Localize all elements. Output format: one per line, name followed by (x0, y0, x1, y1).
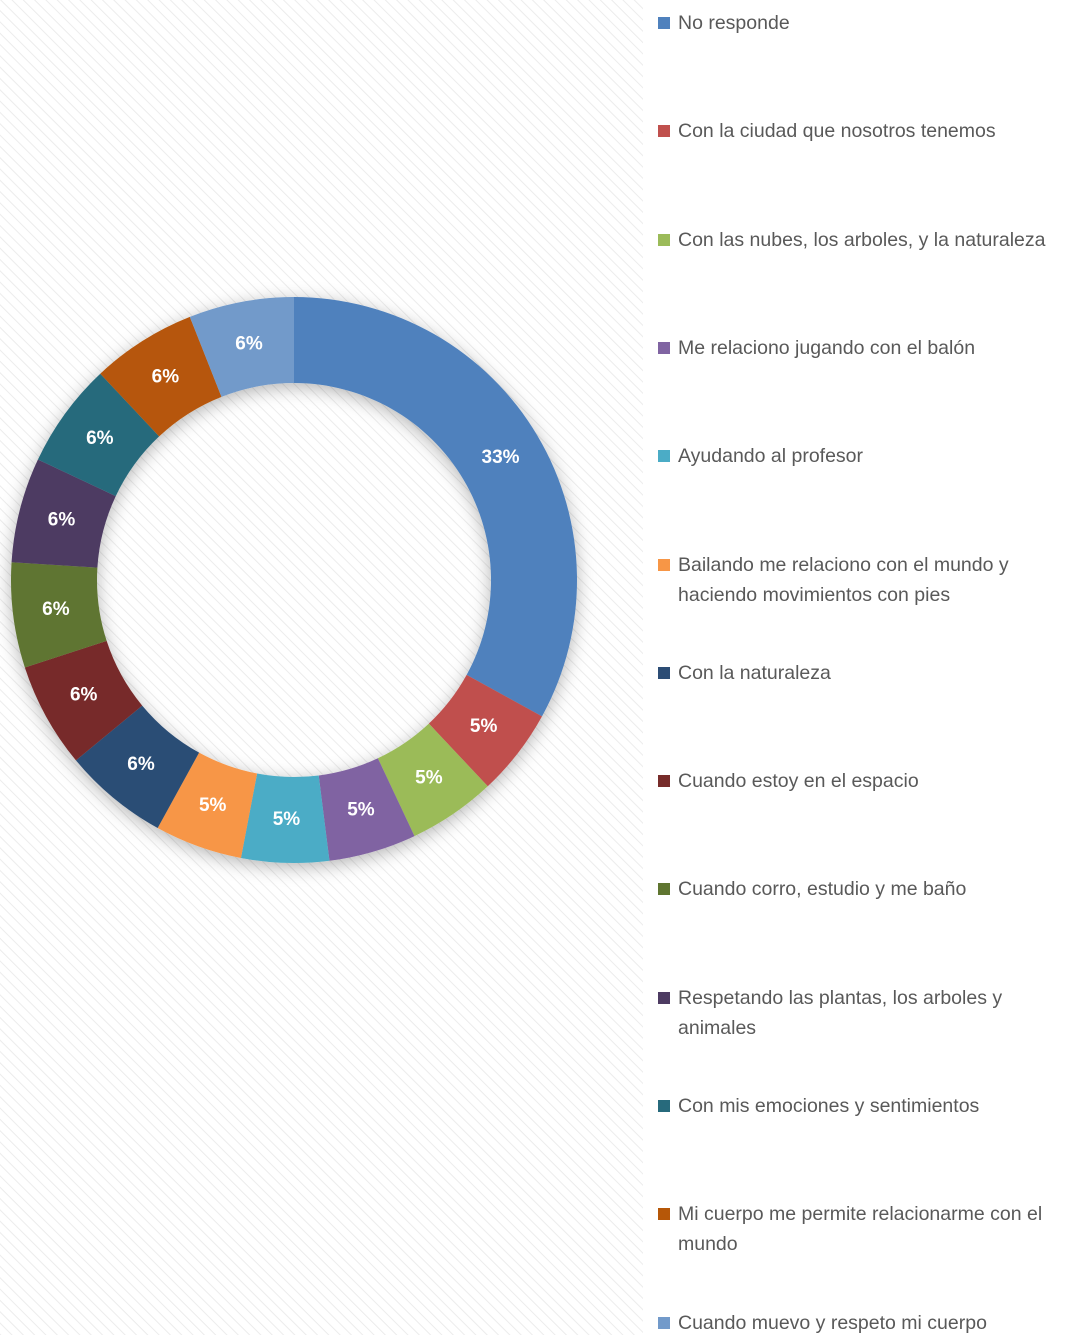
legend-label: No responde (678, 12, 790, 34)
legend-item: Respetando las plantas, los arboles y an… (658, 983, 1082, 1043)
legend-label: Con la ciudad que nosotros tenemos (678, 120, 996, 143)
slice (100, 316, 222, 437)
legend-swatch (658, 558, 670, 571)
data-label: 6% (86, 428, 114, 449)
data-label: 5% (199, 795, 227, 816)
data-label: 6% (70, 685, 98, 706)
legend-swatch (658, 1208, 670, 1221)
legend-label: Con mis emociones y sentimientos (678, 1095, 980, 1117)
data-label: 33% (482, 447, 520, 468)
legend-item: Cuando muevo y respeto mi cuerpo (658, 1308, 1082, 1338)
slice (294, 297, 577, 717)
legend-item: Con la ciudad que nosotros tenemos (658, 116, 1082, 146)
legend-swatch (658, 17, 670, 29)
slice (240, 773, 330, 863)
data-label: 6% (42, 599, 70, 620)
legend-label: Con la naturaleza (678, 661, 831, 684)
legend-item: Ayudando al profesor (658, 441, 1082, 471)
legend-swatch (658, 666, 670, 679)
legend-item: Cuando corro, estudio y me baño (658, 874, 1082, 904)
legend-swatch (658, 125, 670, 138)
data-label: 5% (273, 809, 301, 830)
legend-label: Cuando muevo y respeto mi cuerpo (678, 1311, 987, 1334)
legend-label: Cuando estoy en el espacio (678, 770, 919, 793)
slice (189, 297, 294, 397)
legend-item: Bailando me relaciono con el mundo y hac… (658, 550, 1082, 610)
legend-swatch (658, 775, 670, 788)
legend-item: Cuando estoy en el espacio (658, 766, 1082, 796)
data-labels: 33% 5% 5% 5% 5% 5% 6% 6% 6% 6% 6% 6% 6% (42, 333, 520, 830)
legend-label: Bailando me relaciono con el mundo y hac… (678, 553, 1009, 606)
legend-swatch (658, 1316, 670, 1329)
legend-swatch (658, 883, 670, 896)
legend-label: Mi cuerpo me permite relacionarme con el… (678, 1203, 1043, 1256)
slice (24, 640, 143, 761)
legend-item: Con la naturaleza (658, 658, 1082, 688)
legend-item: Mi cuerpo me permite relacionarme con el… (658, 1199, 1082, 1259)
data-label: 5% (347, 799, 375, 820)
data-label: 5% (415, 768, 443, 789)
slice (377, 723, 488, 837)
legend-swatch (658, 233, 670, 246)
data-label: 6% (152, 366, 180, 387)
donut (10, 297, 577, 863)
slice (428, 674, 542, 787)
legend-item: Con mis emociones y sentimientos (658, 1091, 1082, 1121)
slice (37, 373, 160, 497)
legend-item: Me relaciono jugando con el balón (658, 333, 1082, 363)
legend-label: Respetando las plantas, los arboles y an… (678, 986, 1003, 1039)
legend-item: No responde (658, 8, 1082, 38)
slice (157, 752, 258, 858)
legend-swatch (658, 450, 670, 463)
slice (318, 758, 415, 861)
slice (75, 705, 200, 828)
slice (11, 459, 116, 568)
legend-label: Me relaciono jugando con el balón (678, 336, 976, 359)
data-label: 5% (470, 716, 498, 737)
legend-label: Cuando corro, estudio y me baño (678, 878, 967, 901)
data-label: 6% (48, 509, 76, 530)
legend-label: Ayudando al profesor (678, 445, 864, 468)
legend-item: Con las nubes, los arboles, y la natural… (658, 225, 1082, 255)
legend-swatch (658, 1100, 670, 1112)
data-label: 6% (235, 333, 263, 354)
legend-label: Con las nubes, los arboles, y la natural… (678, 228, 1046, 251)
slice (10, 562, 107, 668)
data-label: 6% (127, 754, 155, 775)
legend-swatch (658, 341, 670, 354)
legend-swatch (658, 991, 670, 1004)
